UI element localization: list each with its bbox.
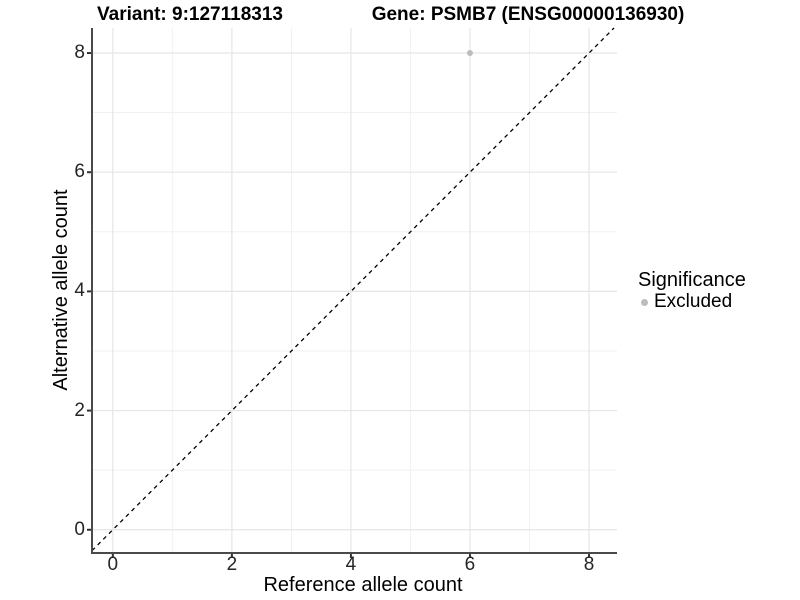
- x-axis-title: Reference allele count: [263, 574, 463, 596]
- x-axis-tick-label: 0: [107, 554, 119, 575]
- x-axis-tick-label: 4: [345, 554, 357, 575]
- y-axis-tick-label: 2: [74, 399, 85, 421]
- legend-item-label: Excluded: [654, 291, 733, 312]
- legend: Significance Excluded: [638, 269, 746, 313]
- identity-line: [91, 27, 615, 552]
- gene-title: Gene: PSMB7 (ENSG00000136930): [371, 4, 685, 25]
- x-axis-tick-label: 6: [464, 554, 476, 575]
- data-point-excluded: [466, 50, 473, 57]
- legend-item-excluded: Excluded: [638, 291, 746, 313]
- variant-title: Variant: 9:127118313: [97, 4, 283, 25]
- x-axis-tick-label: 2: [226, 554, 238, 575]
- y-axis-tick-label: 8: [74, 42, 85, 64]
- x-axis-tick-label: 8: [583, 554, 595, 575]
- y-axis-tick-label: 6: [74, 161, 85, 183]
- legend-point-icon: [641, 298, 648, 306]
- legend-title: Significance: [638, 269, 746, 291]
- y-axis-tick-label: 0: [74, 518, 85, 540]
- y-axis-tick-label: 4: [74, 280, 85, 302]
